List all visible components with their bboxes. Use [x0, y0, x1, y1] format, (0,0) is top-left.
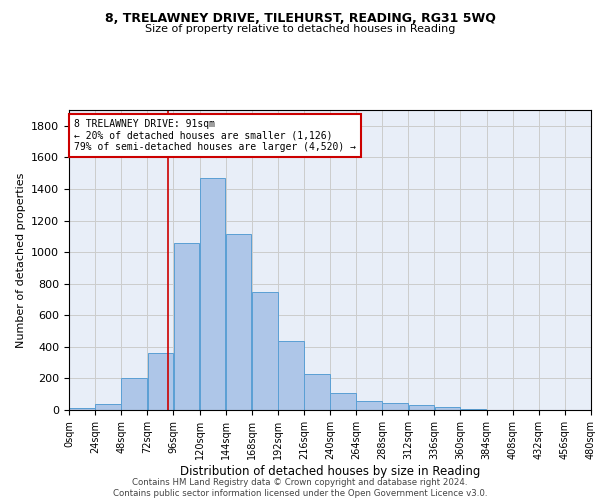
Bar — [330, 393, 356, 410]
Text: Contains HM Land Registry data © Crown copyright and database right 2024.
Contai: Contains HM Land Registry data © Crown c… — [113, 478, 487, 498]
Bar — [382, 402, 408, 410]
X-axis label: Distribution of detached houses by size in Reading: Distribution of detached houses by size … — [180, 464, 480, 477]
Bar — [148, 353, 173, 410]
Bar — [252, 292, 278, 410]
Y-axis label: Number of detached properties: Number of detached properties — [16, 172, 26, 348]
Bar — [121, 378, 147, 410]
Bar — [434, 407, 460, 410]
Bar — [95, 404, 121, 410]
Bar — [304, 374, 330, 410]
Text: Size of property relative to detached houses in Reading: Size of property relative to detached ho… — [145, 24, 455, 34]
Bar — [278, 342, 304, 410]
Bar — [69, 408, 95, 410]
Bar — [200, 178, 226, 410]
Bar — [226, 234, 251, 410]
Bar — [356, 402, 382, 410]
Bar — [409, 406, 434, 410]
Text: 8 TRELAWNEY DRIVE: 91sqm
← 20% of detached houses are smaller (1,126)
79% of sem: 8 TRELAWNEY DRIVE: 91sqm ← 20% of detach… — [74, 119, 356, 152]
Bar — [173, 242, 199, 410]
Bar — [461, 409, 487, 410]
Text: 8, TRELAWNEY DRIVE, TILEHURST, READING, RG31 5WQ: 8, TRELAWNEY DRIVE, TILEHURST, READING, … — [104, 12, 496, 26]
